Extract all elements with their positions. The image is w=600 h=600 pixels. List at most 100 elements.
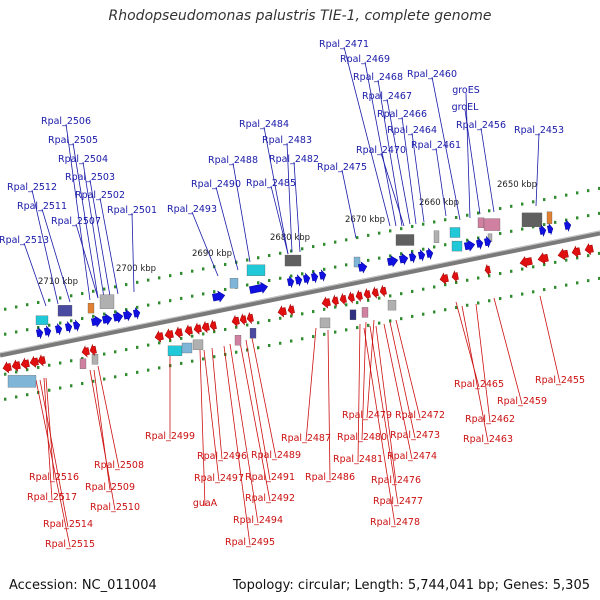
forward-gene-arrow[interactable] bbox=[387, 255, 399, 268]
top-gene-label[interactable]: Rpal_2485 bbox=[246, 178, 296, 189]
reverse-gene-arrow[interactable] bbox=[277, 305, 287, 318]
forward-gene-arrow[interactable] bbox=[399, 253, 409, 266]
bottom-gene-label[interactable]: Rpal_2459 bbox=[497, 396, 547, 407]
reverse-gene-arrow[interactable] bbox=[11, 359, 21, 372]
forward-gene-arrow[interactable] bbox=[113, 311, 124, 324]
forward-gene-arrow[interactable] bbox=[55, 322, 63, 336]
reverse-gene-arrow[interactable] bbox=[193, 322, 202, 335]
forward-gene-arrow[interactable] bbox=[484, 235, 492, 249]
bottom-gene-label[interactable]: Rpal_2508 bbox=[94, 460, 144, 471]
bottom-gene-label[interactable]: Rpal_2480 bbox=[337, 432, 387, 443]
reverse-gene-arrow[interactable] bbox=[537, 252, 549, 265]
top-gene-label[interactable]: Rpal_2503 bbox=[65, 172, 115, 183]
reverse-gene-arrow[interactable] bbox=[154, 330, 164, 343]
top-gene-label[interactable]: Rpal_2467 bbox=[362, 91, 412, 102]
forward-gene-arrow[interactable] bbox=[418, 249, 426, 262]
bottom-gene-label[interactable]: Rpal_2479 bbox=[342, 410, 392, 421]
bottom-gene-label[interactable]: Rpal_2516 bbox=[29, 472, 79, 483]
reverse-gene-arrow[interactable] bbox=[379, 284, 387, 298]
reverse-gene-arrow[interactable] bbox=[29, 355, 39, 368]
forward-gene-arrow[interactable] bbox=[547, 223, 554, 235]
top-gene-label[interactable]: Rpal_2501 bbox=[107, 205, 157, 216]
top-gene-label[interactable]: Rpal_2511 bbox=[17, 201, 67, 212]
bottom-gene-label[interactable]: Rpal_2489 bbox=[251, 450, 301, 461]
bottom-gene-label[interactable]: Rpal_2478 bbox=[370, 517, 420, 528]
forward-gene-arrow[interactable] bbox=[212, 290, 226, 303]
top-gene-label[interactable]: Rpal_2466 bbox=[377, 109, 427, 120]
bottom-gene-label[interactable]: Rpal_2455 bbox=[535, 375, 585, 386]
bottom-gene-label[interactable]: Rpal_2487 bbox=[281, 433, 331, 444]
forward-gene-arrow[interactable] bbox=[249, 281, 269, 295]
bottom-gene-label[interactable]: Rpal_2495 bbox=[225, 537, 275, 548]
reverse-gene-arrow[interactable] bbox=[246, 311, 254, 325]
forward-gene-arrow[interactable] bbox=[464, 239, 476, 252]
top-gene-label[interactable]: Rpal_2488 bbox=[208, 155, 258, 166]
top-gene-label[interactable]: Rpal_2482 bbox=[269, 154, 319, 165]
reverse-gene-arrow[interactable] bbox=[231, 314, 240, 328]
top-gene-label[interactable]: Rpal_2506 bbox=[41, 116, 91, 127]
top-gene-label[interactable]: Rpal_2502 bbox=[75, 190, 125, 201]
reverse-gene-arrow[interactable] bbox=[20, 357, 30, 370]
bottom-gene-label[interactable]: Rpal_2514 bbox=[43, 519, 93, 530]
reverse-gene-arrow[interactable] bbox=[89, 343, 97, 357]
reverse-gene-arrow[interactable] bbox=[557, 248, 569, 261]
reverse-gene-arrow[interactable] bbox=[355, 289, 363, 303]
forward-gene-arrow[interactable] bbox=[36, 326, 44, 340]
bottom-gene-label[interactable]: guaA bbox=[193, 498, 218, 509]
forward-gene-arrow[interactable] bbox=[133, 307, 141, 320]
top-gene-label[interactable]: Rpal_2490 bbox=[191, 179, 241, 190]
reverse-gene-arrow[interactable] bbox=[484, 264, 491, 276]
top-gene-label[interactable]: Rpal_2513 bbox=[0, 235, 49, 246]
top-gene-label[interactable]: groES bbox=[452, 85, 480, 96]
bottom-gene-label[interactable]: Rpal_2486 bbox=[305, 472, 355, 483]
top-gene-label[interactable]: Rpal_2484 bbox=[239, 119, 289, 130]
bottom-gene-label[interactable]: Rpal_2474 bbox=[387, 451, 437, 462]
forward-gene-arrow[interactable] bbox=[319, 269, 327, 282]
bottom-gene-label[interactable]: Rpal_2472 bbox=[395, 410, 445, 421]
bottom-gene-label[interactable]: Rpal_2463 bbox=[463, 434, 513, 445]
reverse-gene-arrow[interactable] bbox=[339, 292, 347, 306]
forward-gene-arrow[interactable] bbox=[311, 270, 319, 284]
top-gene-label[interactable]: Rpal_2453 bbox=[514, 125, 564, 136]
top-gene-label[interactable]: Rpal_2493 bbox=[167, 204, 217, 215]
top-gene-label[interactable]: Rpal_2471 bbox=[319, 39, 369, 50]
reverse-gene-arrow[interactable] bbox=[451, 270, 459, 283]
top-gene-label[interactable]: Rpal_2512 bbox=[7, 182, 57, 193]
top-gene-label[interactable]: Rpal_2469 bbox=[340, 54, 390, 65]
top-gene-label[interactable]: Rpal_2475 bbox=[317, 162, 367, 173]
bottom-gene-label[interactable]: Rpal_2499 bbox=[145, 431, 195, 442]
reverse-gene-arrow[interactable] bbox=[239, 313, 247, 326]
bottom-gene-label[interactable]: Rpal_2509 bbox=[85, 482, 135, 493]
top-gene-label[interactable]: groEL bbox=[452, 102, 480, 113]
top-gene-label[interactable]: Rpal_2483 bbox=[262, 135, 312, 146]
forward-gene-arrow[interactable] bbox=[564, 219, 572, 232]
bottom-gene-label[interactable]: Rpal_2492 bbox=[245, 493, 295, 504]
bottom-gene-label[interactable]: Rpal_2473 bbox=[390, 430, 440, 441]
reverse-gene-arrow[interactable] bbox=[519, 255, 533, 268]
bottom-gene-label[interactable]: Rpal_2477 bbox=[373, 496, 423, 507]
bottom-gene-label[interactable]: Rpal_2510 bbox=[90, 502, 140, 513]
bottom-gene-label[interactable]: Rpal_2496 bbox=[197, 451, 247, 462]
bottom-gene-label[interactable]: Rpal_2517 bbox=[27, 492, 77, 503]
top-gene-label[interactable]: Rpal_2456 bbox=[456, 120, 506, 131]
forward-gene-arrow[interactable] bbox=[44, 325, 52, 338]
bottom-gene-label[interactable]: Rpal_2481 bbox=[333, 454, 383, 465]
reverse-gene-arrow[interactable] bbox=[371, 286, 379, 299]
top-gene-label[interactable]: Rpal_2461 bbox=[411, 140, 461, 151]
reverse-gene-arrow[interactable] bbox=[331, 294, 339, 307]
top-gene-label[interactable]: Rpal_2504 bbox=[58, 154, 108, 165]
top-gene-label[interactable]: Rpal_2507 bbox=[51, 216, 101, 227]
forward-gene-arrow[interactable] bbox=[476, 237, 484, 250]
top-gene-label[interactable]: Rpal_2468 bbox=[353, 72, 403, 83]
forward-gene-arrow[interactable] bbox=[287, 275, 295, 289]
reverse-gene-arrow[interactable] bbox=[571, 245, 581, 258]
top-gene-label[interactable]: Rpal_2505 bbox=[48, 135, 98, 146]
reverse-gene-arrow[interactable] bbox=[184, 324, 193, 337]
bottom-gene-label[interactable]: Rpal_2491 bbox=[245, 472, 295, 483]
forward-gene-arrow[interactable] bbox=[539, 224, 547, 237]
forward-gene-arrow[interactable] bbox=[91, 315, 103, 328]
forward-gene-arrow[interactable] bbox=[409, 250, 417, 264]
forward-gene-arrow[interactable] bbox=[65, 320, 73, 334]
reverse-gene-arrow[interactable] bbox=[321, 296, 331, 309]
reverse-gene-arrow[interactable] bbox=[2, 361, 12, 374]
